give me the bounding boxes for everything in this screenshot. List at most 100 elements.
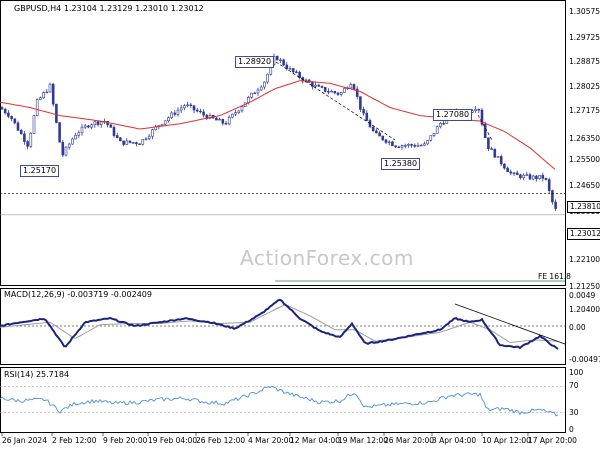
candle-body (45, 91, 49, 94)
candle-body (275, 55, 279, 61)
candle-body (387, 141, 391, 144)
rsi-axis-70: 70 (569, 381, 579, 390)
macd-axis-bottom: -0.004978 (569, 355, 600, 364)
date-axis-label: 19 Feb 04:00 (148, 436, 198, 445)
candle-body (317, 84, 321, 87)
candle-body (173, 112, 177, 115)
macd-axis-top: 0.0049 (569, 291, 596, 300)
trendline-dashed (275, 61, 396, 141)
candle-body (93, 121, 97, 126)
candle-body (39, 97, 42, 100)
candle-body (547, 179, 551, 191)
price-axis-label: 1.28875 (569, 57, 600, 66)
price-axis-label: 1.28025 (569, 82, 600, 91)
candle-body (384, 139, 388, 143)
candle-body (151, 129, 154, 137)
candle-body (32, 115, 36, 134)
candle-body (544, 178, 548, 180)
candle-body (499, 156, 503, 165)
candle-body (189, 104, 193, 106)
date-axis-label: 12 Mar 04:00 (290, 436, 341, 445)
candle-body (83, 125, 87, 128)
candle-body (147, 135, 151, 140)
price-plot (0, 53, 565, 282)
candle-body (474, 108, 477, 112)
price-axis-label: 1.26350 (569, 134, 600, 143)
candle-body (314, 84, 317, 87)
candle-body (208, 114, 212, 119)
symbol-label: GBPUSD,H4 1.23104 1.23129 1.23010 1.2301… (14, 4, 204, 13)
candle-body (442, 123, 445, 125)
candle-body (503, 163, 506, 169)
date-axis-label: 26 Feb 12:00 (196, 436, 246, 445)
candle-body (0, 107, 4, 110)
candle-body (339, 92, 343, 95)
candle-body (10, 116, 13, 120)
candle-body (26, 141, 29, 147)
candle-body (19, 130, 23, 135)
candle-body (352, 84, 356, 90)
candle-body (122, 140, 125, 145)
candle-body (90, 124, 93, 128)
candle-body (250, 92, 253, 98)
date-axis-label: 3 Apr 04:00 (432, 436, 477, 445)
candle-body (400, 145, 404, 148)
candle-body (42, 92, 45, 99)
price-axis-label: 1.20400 (569, 305, 600, 314)
rsi-axis-100: 100 (569, 368, 584, 377)
candle-body (311, 82, 314, 87)
candle-body (64, 146, 68, 156)
candle-body (554, 201, 557, 209)
callout-high-april: 1.27080 (433, 109, 473, 121)
candle-body (186, 104, 189, 107)
candle-body (266, 73, 269, 83)
candle-body (119, 137, 122, 142)
symbol-text: GBPUSD,H4 (14, 4, 62, 13)
candle-body (506, 167, 509, 173)
candle-body (525, 174, 529, 176)
price-axis-label: 1.30575 (569, 7, 600, 16)
candle-body (419, 144, 423, 147)
candle-body (397, 146, 401, 149)
candle-body (515, 172, 519, 176)
pane-frame (0, 367, 566, 433)
candle-body (224, 123, 228, 125)
candle-body (7, 112, 10, 117)
candle-body (538, 174, 541, 179)
candle-body (551, 190, 554, 203)
candle-body (253, 92, 257, 95)
candle-body (279, 59, 282, 61)
candle-body (51, 83, 55, 105)
rsi-label: RSI(14) 25.7184 (4, 370, 70, 379)
candle-body (541, 174, 545, 179)
candle-body (16, 122, 20, 131)
price-axis-label: 1.21250 (569, 282, 600, 291)
candle-body (378, 132, 381, 137)
macd-signal-line (0, 304, 559, 344)
candle-body (343, 88, 346, 93)
candle-body (71, 138, 74, 145)
price-axis-label: 1.25500 (569, 155, 600, 164)
candle-body (336, 92, 340, 95)
candle-body (381, 135, 385, 141)
candle-body (413, 145, 417, 147)
candle-body (263, 81, 266, 88)
candle-body (227, 116, 231, 125)
candle-body (80, 126, 84, 134)
candle-body (330, 90, 333, 93)
rsi-line (0, 385, 559, 417)
price-axis-label: 1.22100 (569, 255, 600, 264)
candle-body (509, 171, 513, 174)
candle-body (298, 71, 301, 78)
candle-body (439, 123, 442, 127)
callout-low-march: 1.25380 (381, 158, 421, 170)
candle-body (295, 71, 298, 73)
candle-body (291, 68, 295, 73)
candle-body (375, 130, 378, 134)
candle-body (365, 112, 369, 121)
candle-body (163, 120, 167, 125)
candle-body (48, 83, 52, 93)
candle-body (394, 145, 397, 148)
